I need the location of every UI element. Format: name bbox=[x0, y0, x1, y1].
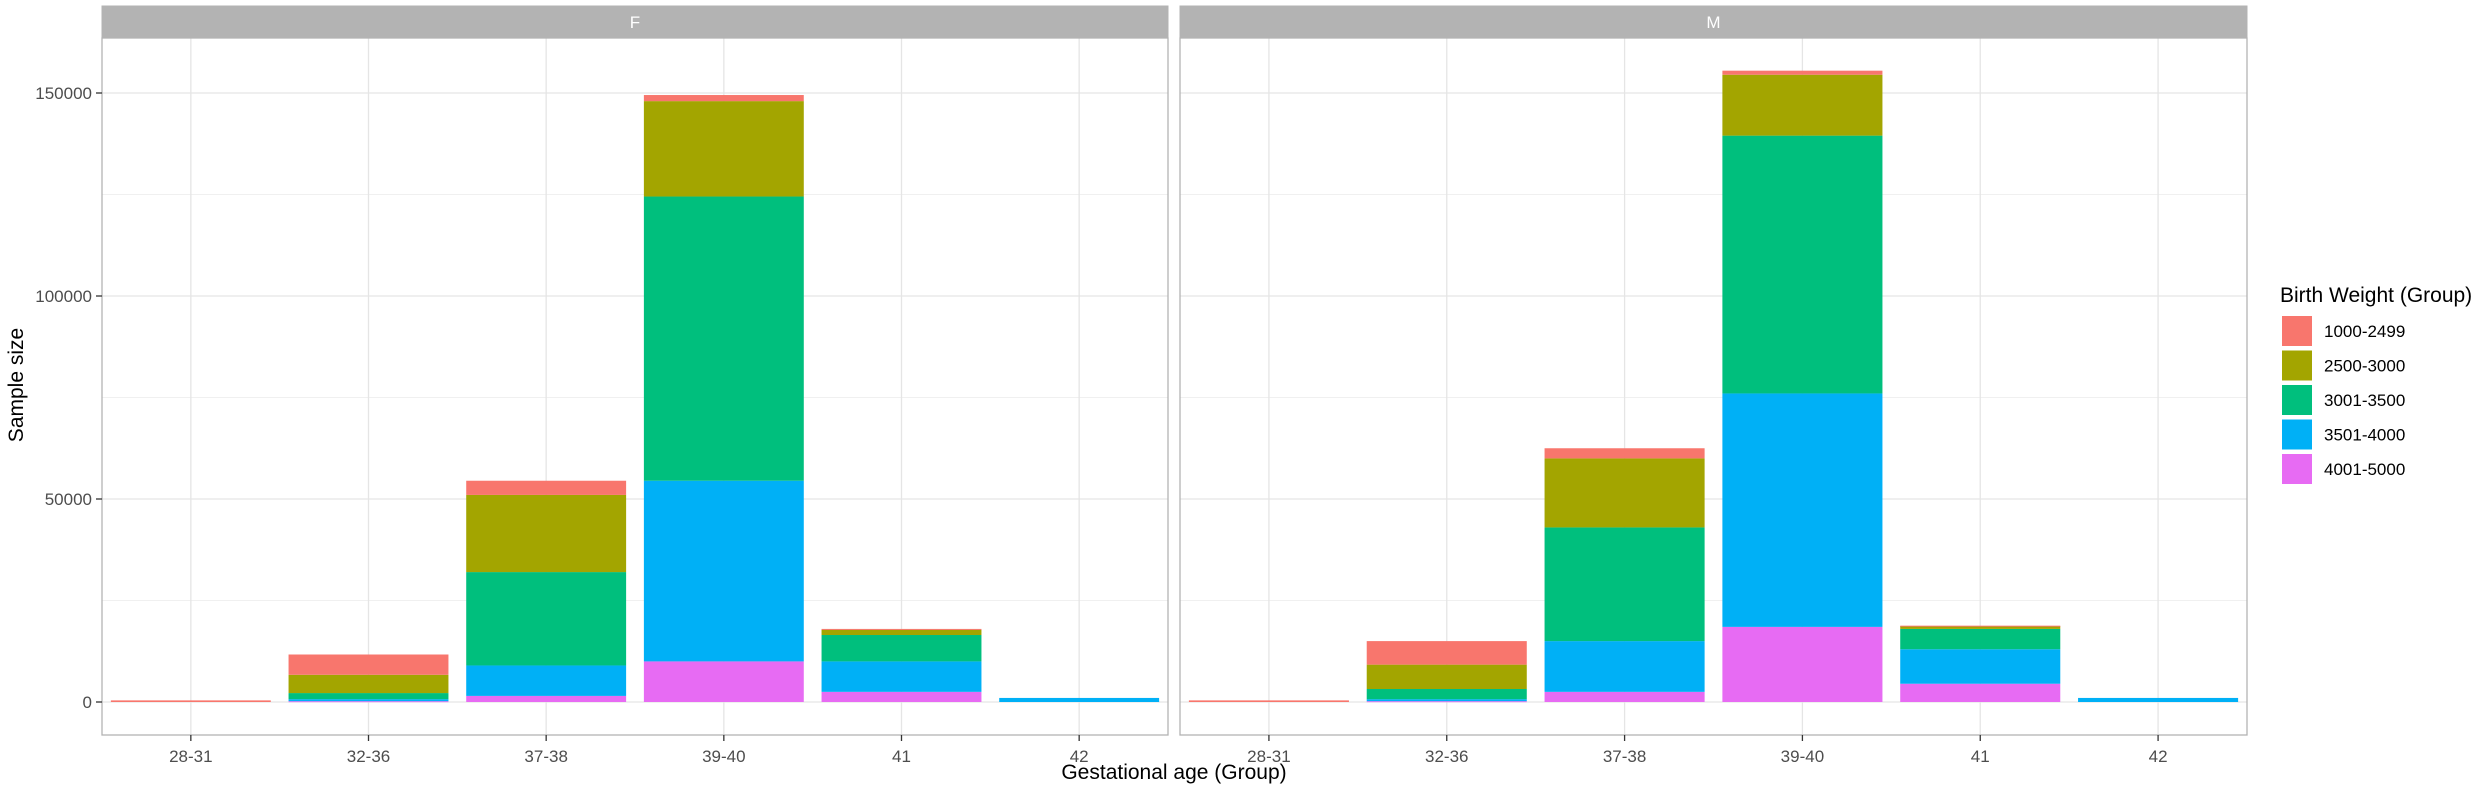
bar-segment-37-38-2500-3000 bbox=[1544, 458, 1705, 528]
facet-panel-m: M 28-31 32-36 37-38 39-40 41 42 bbox=[1179, 5, 2248, 766]
x-tick-label: 39-40 bbox=[702, 747, 745, 766]
bar-segment-39-40-2500-3000 bbox=[1722, 74, 1883, 136]
x-tick-label: 41 bbox=[892, 747, 911, 766]
x-axis-title: Gestational age (Group) bbox=[1061, 761, 1286, 784]
bar-segment-37-38-3501-4000 bbox=[466, 665, 627, 696]
facet-strip bbox=[101, 5, 1169, 39]
bar-segment-32-36-4001-5000 bbox=[1366, 701, 1527, 703]
facet-panels: F 28-31 32-36 37-38 39-40 41 42 0 50000 100000 150… bbox=[35, 5, 2248, 766]
x-tick-label: 42 bbox=[1070, 747, 1089, 766]
legend-key-3001-3500 bbox=[2282, 385, 2312, 415]
bar-segment-39-40-3501-4000 bbox=[1722, 393, 1883, 627]
bar-segment-41-1000-2499 bbox=[821, 628, 982, 630]
facet-strip-label: F bbox=[630, 13, 640, 32]
x-tick-label: 39-40 bbox=[1781, 747, 1824, 766]
bar-segment-32-36-1000-2499 bbox=[1366, 641, 1527, 665]
x-tick-label: 32-36 bbox=[1425, 747, 1468, 766]
x-tick-label: 37-38 bbox=[1603, 747, 1646, 766]
bar-segment-32-36-3501-4000 bbox=[1366, 699, 1527, 702]
bar-segment-39-40-3001-3500 bbox=[643, 196, 804, 481]
facet-strip-label: M bbox=[1706, 13, 1720, 32]
legend-key-4001-5000 bbox=[2282, 454, 2312, 484]
x-tick-label: 28-31 bbox=[169, 747, 212, 766]
x-tick-label: 37-38 bbox=[524, 747, 567, 766]
bar-segment-41-1000-2499 bbox=[1900, 625, 2061, 627]
bar-segment-41-2500-3000 bbox=[1900, 626, 2061, 629]
legend-key-3501-4000 bbox=[2282, 419, 2312, 450]
facet-panel-f: F 28-31 32-36 37-38 39-40 41 42 0 50000 100000 150… bbox=[35, 5, 1169, 766]
bar-segment-32-36-4001-5000 bbox=[288, 701, 449, 703]
bar-segment-41-4001-5000 bbox=[821, 691, 982, 702]
bar-segment-32-36-1000-2499 bbox=[288, 654, 449, 675]
bar-segment-37-38-2500-3000 bbox=[466, 494, 627, 573]
bar-segment-37-38-4001-5000 bbox=[1544, 691, 1705, 702]
legend-label-4001-5000: 4001-5000 bbox=[2324, 460, 2405, 479]
bar-segment-37-38-1000-2499 bbox=[1544, 448, 1705, 459]
bar-segment-41-3001-3500 bbox=[821, 635, 982, 662]
x-tick-label: 32-36 bbox=[347, 747, 390, 766]
bar-segment-37-38-3001-3500 bbox=[466, 572, 627, 666]
bar-segment-28-31-1000-2499 bbox=[1188, 700, 1349, 702]
legend-title: Birth Weight (Group) bbox=[2280, 284, 2472, 307]
bar-segment-41-3001-3500 bbox=[1900, 628, 2061, 650]
bar-segment-37-38-4001-5000 bbox=[466, 695, 627, 702]
legend-label-2500-3000: 2500-3000 bbox=[2324, 357, 2405, 376]
bar-segment-37-38-1000-2499 bbox=[466, 480, 627, 495]
bar-segment-39-40-1000-2499 bbox=[1722, 70, 1883, 75]
plot-background bbox=[102, 38, 1168, 735]
y-tick-label: 150000 bbox=[35, 84, 92, 103]
plot-background bbox=[1180, 38, 2247, 735]
y-tick-label: 0 bbox=[83, 693, 92, 712]
x-tick-label: 28-31 bbox=[1247, 747, 1290, 766]
bar-segment-41-3501-4000 bbox=[821, 661, 982, 692]
bar-segment-41-4001-5000 bbox=[1900, 683, 2061, 702]
y-tick-label: 100000 bbox=[35, 287, 92, 306]
legend: 1000-2499 2500-3000 3001-3500 3501-4000 4001… bbox=[2282, 316, 2405, 484]
bar-segment-39-40-4001-5000 bbox=[1722, 626, 1883, 702]
legend-label-3501-4000: 3501-4000 bbox=[2324, 426, 2405, 445]
bar-segment-32-36-2500-3000 bbox=[1366, 664, 1527, 690]
bar-segment-39-40-3001-3500 bbox=[1722, 135, 1883, 394]
bar-segment-42-3501-4000 bbox=[2078, 697, 2239, 702]
x-tick-label: 41 bbox=[1971, 747, 1990, 766]
bar-segment-32-36-3001-3500 bbox=[288, 693, 449, 700]
legend-label-3001-3500: 3001-3500 bbox=[2324, 391, 2405, 410]
y-axis-title: Sample size bbox=[5, 328, 28, 442]
bar-segment-39-40-1000-2499 bbox=[643, 95, 804, 102]
bar-segment-41-2500-3000 bbox=[821, 629, 982, 636]
legend-key-2500-3000 bbox=[2282, 350, 2312, 381]
bar-segment-32-36-3501-4000 bbox=[288, 699, 449, 702]
bar-segment-39-40-4001-5000 bbox=[643, 661, 804, 702]
bar-segment-28-31-1000-2499 bbox=[110, 700, 271, 702]
legend-key-1000-2499 bbox=[2282, 316, 2312, 346]
bar-segment-42-3501-4000 bbox=[999, 697, 1160, 702]
bar-segment-37-38-3501-4000 bbox=[1544, 641, 1705, 692]
bar-segment-37-38-3001-3500 bbox=[1544, 527, 1705, 642]
bar-segment-41-3501-4000 bbox=[1900, 649, 2061, 684]
y-tick-label: 50000 bbox=[45, 490, 92, 509]
bar-segment-32-36-2500-3000 bbox=[288, 674, 449, 694]
legend-label-1000-2499: 1000-2499 bbox=[2324, 322, 2405, 341]
bar-segment-32-36-3001-3500 bbox=[1366, 689, 1527, 700]
facet-strip bbox=[1179, 5, 2248, 39]
bar-segment-39-40-2500-3000 bbox=[643, 101, 804, 197]
bar-segment-39-40-3501-4000 bbox=[643, 480, 804, 662]
x-tick-label: 42 bbox=[2149, 747, 2168, 766]
